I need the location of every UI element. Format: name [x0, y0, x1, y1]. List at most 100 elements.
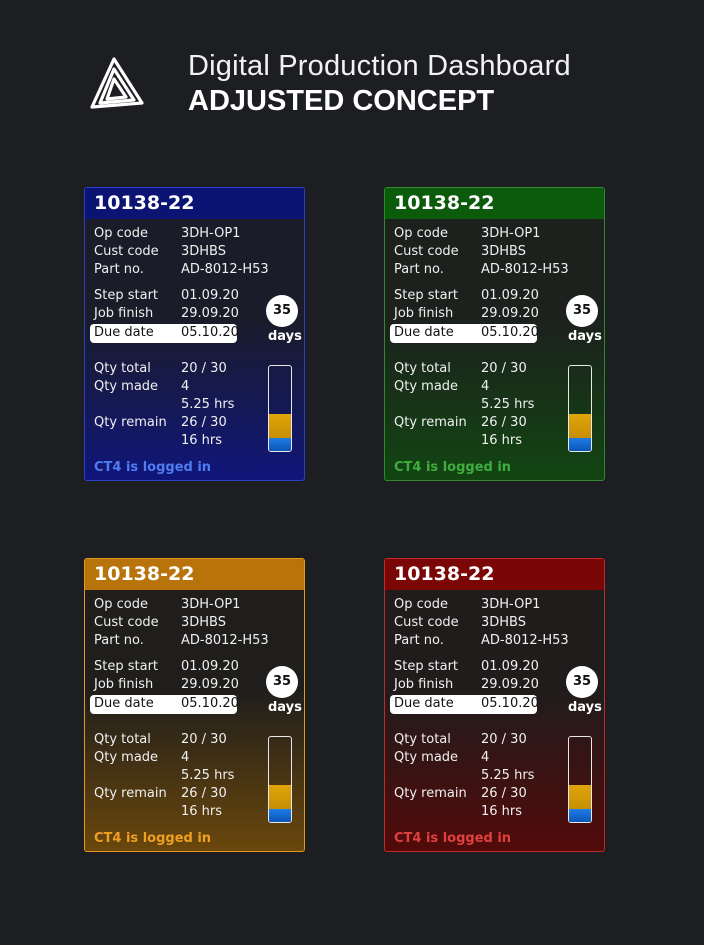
due-date-highlight: Due date 05.10.20 — [90, 324, 239, 343]
days-count-badge: 35 — [566, 295, 598, 327]
op-code-label: Op code — [394, 597, 448, 612]
job-finish-value: 29.09.20 — [481, 677, 539, 692]
job-card-red[interactable]: 10138-22 Op code 3DH-OP1 Cust code 3DHBS… — [384, 558, 605, 852]
qty-total-value: 20 / 30 — [181, 732, 227, 747]
due-date-highlight: Due date 05.10.20 — [90, 695, 239, 714]
op-code-value: 3DH-OP1 — [481, 226, 541, 241]
cust-code-label: Cust code — [394, 244, 459, 259]
job-finish-label: Job finish — [394, 306, 454, 321]
login-status-text: CT4 is logged in — [394, 831, 512, 846]
due-date-label: Due date — [394, 696, 454, 711]
step-start-value: 01.09.20 — [181, 288, 239, 303]
progress-gauge-base — [269, 438, 291, 451]
qty-total-label: Qty total — [94, 732, 151, 747]
page-subtitle: ADJUSTED CONCEPT — [188, 85, 495, 117]
qty-total-value: 20 / 30 — [181, 361, 227, 376]
qty-total-value: 20 / 30 — [481, 361, 527, 376]
page-title: Digital Production Dashboard — [188, 50, 571, 82]
step-start-value: 01.09.20 — [481, 288, 539, 303]
cust-code-label: Cust code — [394, 615, 459, 630]
op-code-value: 3DH-OP1 — [181, 597, 241, 612]
progress-gauge — [568, 736, 592, 823]
qty-remain-label: Qty remain — [394, 786, 467, 801]
days-count-badge: 35 — [266, 666, 298, 698]
op-code-value: 3DH-OP1 — [481, 597, 541, 612]
progress-gauge-base — [569, 809, 591, 822]
step-start-value: 01.09.20 — [481, 659, 539, 674]
qty-remain-label: Qty remain — [94, 786, 167, 801]
triangle-knot-logo-icon — [84, 55, 148, 113]
due-date-value: 05.10.20 — [481, 696, 539, 711]
cust-code-label: Cust code — [94, 615, 159, 630]
job-finish-label: Job finish — [94, 306, 154, 321]
job-card-blue[interactable]: 10138-22 Op code 3DH-OP1 Cust code 3DHBS… — [84, 187, 305, 481]
qty-made-label: Qty made — [94, 379, 159, 394]
job-finish-value: 29.09.20 — [481, 306, 539, 321]
due-date-value: 05.10.20 — [181, 325, 239, 340]
job-finish-value: 29.09.20 — [181, 306, 239, 321]
step-start-label: Step start — [94, 659, 159, 674]
progress-gauge — [268, 736, 292, 823]
login-status-text: CT4 is logged in — [94, 831, 212, 846]
op-code-label: Op code — [94, 226, 148, 241]
due-date-label: Due date — [94, 696, 154, 711]
op-code-label: Op code — [394, 226, 448, 241]
days-label: days — [568, 329, 602, 344]
days-label: days — [268, 329, 302, 344]
job-id-header: 10138-22 — [385, 559, 604, 590]
qty-made-value: 4 — [481, 750, 490, 765]
cust-code-value: 3DHBS — [181, 615, 226, 630]
page-header: Digital Production Dashboard ADJUSTED CO… — [188, 48, 571, 118]
job-finish-label: Job finish — [394, 677, 454, 692]
qty-remain-value: 26 / 30 — [181, 415, 227, 430]
progress-gauge — [568, 365, 592, 452]
part-no-value: AD-8012-H53 — [481, 262, 569, 277]
qty-total-value: 20 / 30 — [481, 732, 527, 747]
qty-remain-value: 26 / 30 — [481, 786, 527, 801]
qty-made-hours: 5.25 hrs — [181, 768, 235, 783]
cust-code-label: Cust code — [94, 244, 159, 259]
step-start-label: Step start — [394, 659, 459, 674]
qty-made-label: Qty made — [394, 750, 459, 765]
job-card-amber[interactable]: 10138-22 Op code 3DH-OP1 Cust code 3DHBS… — [84, 558, 305, 852]
qty-remain-value: 26 / 30 — [181, 786, 227, 801]
qty-total-label: Qty total — [94, 361, 151, 376]
job-id-header: 10138-22 — [85, 559, 304, 590]
login-status-text: CT4 is logged in — [394, 460, 512, 475]
qty-remain-label: Qty remain — [394, 415, 467, 430]
days-label: days — [568, 700, 602, 715]
due-date-value: 05.10.20 — [181, 696, 239, 711]
qty-made-label: Qty made — [94, 750, 159, 765]
progress-gauge — [268, 365, 292, 452]
days-count-badge: 35 — [266, 295, 298, 327]
job-card-green[interactable]: 10138-22 Op code 3DH-OP1 Cust code 3DHBS… — [384, 187, 605, 481]
job-finish-label: Job finish — [94, 677, 154, 692]
qty-made-value: 4 — [481, 379, 490, 394]
qty-made-value: 4 — [181, 379, 190, 394]
due-date-highlight: Due date 05.10.20 — [390, 695, 539, 714]
qty-remain-hours: 16 hrs — [181, 804, 223, 819]
progress-gauge-base — [269, 809, 291, 822]
qty-made-label: Qty made — [394, 379, 459, 394]
part-no-label: Part no. — [94, 262, 144, 277]
progress-gauge-base — [569, 438, 591, 451]
login-status-text: CT4 is logged in — [94, 460, 212, 475]
qty-made-value: 4 — [181, 750, 190, 765]
due-date-label: Due date — [94, 325, 154, 340]
step-start-label: Step start — [94, 288, 159, 303]
days-count-badge: 35 — [566, 666, 598, 698]
qty-total-label: Qty total — [394, 732, 451, 747]
days-label: days — [268, 700, 302, 715]
due-date-highlight: Due date 05.10.20 — [390, 324, 539, 343]
qty-remain-label: Qty remain — [94, 415, 167, 430]
part-no-label: Part no. — [394, 262, 444, 277]
qty-made-hours: 5.25 hrs — [181, 397, 235, 412]
due-date-value: 05.10.20 — [481, 325, 539, 340]
part-no-value: AD-8012-H53 — [181, 633, 269, 648]
part-no-value: AD-8012-H53 — [181, 262, 269, 277]
cust-code-value: 3DHBS — [181, 244, 226, 259]
qty-remain-hours: 16 hrs — [181, 433, 223, 448]
job-id-header: 10138-22 — [385, 188, 604, 219]
qty-remain-hours: 16 hrs — [481, 804, 523, 819]
due-date-label: Due date — [394, 325, 454, 340]
